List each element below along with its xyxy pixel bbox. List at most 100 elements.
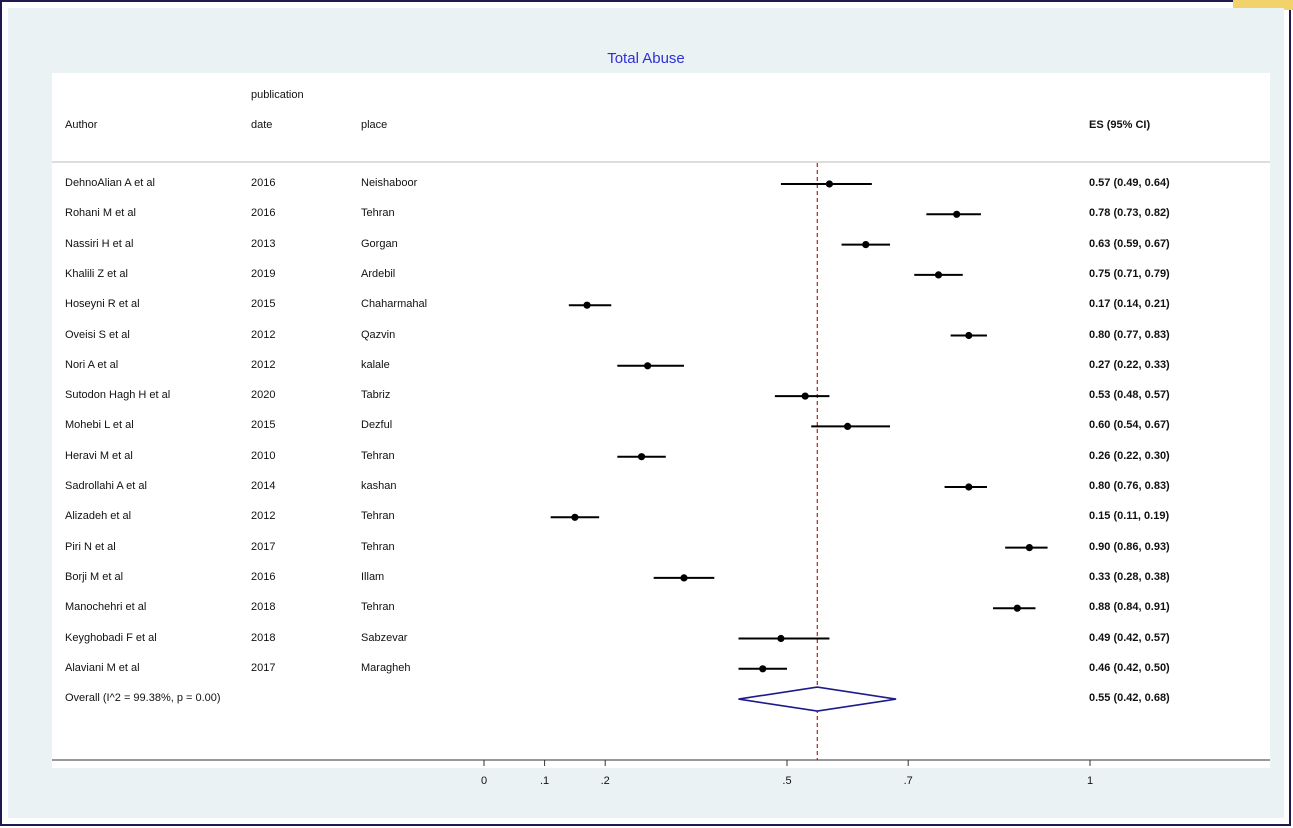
study-point xyxy=(953,210,961,218)
study-place: Tehran xyxy=(361,510,395,523)
x-tick-label: 0 xyxy=(480,775,488,787)
study-date: 2017 xyxy=(251,540,276,553)
study-place: Dezful xyxy=(361,419,393,432)
study-place: Neishaboor xyxy=(361,177,418,189)
study-es-label: 0.53 (0.48, 0.57) xyxy=(1089,389,1170,402)
study-author: Alaviani M et al xyxy=(65,661,140,674)
header-es: ES (95% CI) xyxy=(1089,119,1151,131)
study-es-label: 0.57 (0.49, 0.64) xyxy=(1089,177,1170,189)
study-es-label: 0.17 (0.14, 0.21) xyxy=(1089,298,1170,311)
header-date-line2: date xyxy=(251,119,273,131)
study-author: Keyghobadi F et al xyxy=(65,631,157,644)
study-author: Mohebi L et al xyxy=(65,419,134,432)
study-date: 2012 xyxy=(251,510,276,523)
study-author: Oveisi S et al xyxy=(65,328,130,341)
study-point xyxy=(680,574,688,582)
header-date-line1: publication xyxy=(251,89,304,101)
forest-plot-svg xyxy=(52,161,1270,766)
study-place: Tehran xyxy=(361,449,395,462)
overall-es-label: 0.55 (0.42, 0.68) xyxy=(1089,692,1170,705)
x-tick-label: .2 xyxy=(600,775,610,787)
study-place: Sabzevar xyxy=(361,631,408,644)
study-date: 2018 xyxy=(251,601,276,614)
study-date: 2012 xyxy=(251,328,276,341)
study-point xyxy=(1013,604,1021,612)
study-es-label: 0.80 (0.76, 0.83) xyxy=(1089,480,1170,492)
study-es-label: 0.63 (0.59, 0.67) xyxy=(1089,237,1170,250)
study-place: Tehran xyxy=(361,601,395,614)
study-point xyxy=(583,301,591,309)
study-es-label: 0.26 (0.22, 0.30) xyxy=(1089,449,1170,462)
study-author: Borji M et al xyxy=(65,570,124,583)
study-place: Tehran xyxy=(361,540,395,553)
study-date: 2016 xyxy=(251,570,276,583)
study-point xyxy=(571,513,579,521)
study-date: 2016 xyxy=(251,177,276,189)
study-place: Maragheh xyxy=(361,661,411,674)
study-author: Piri N et al xyxy=(65,540,116,553)
study-es-label: 0.15 (0.11, 0.19) xyxy=(1089,510,1170,523)
study-es-label: 0.80 (0.77, 0.83) xyxy=(1089,328,1170,341)
study-author: Heravi M et al xyxy=(65,449,133,462)
study-date: 2015 xyxy=(251,298,276,311)
study-point xyxy=(965,331,973,340)
study-author: Nassiri H et al xyxy=(65,237,134,250)
study-date: 2016 xyxy=(251,207,276,220)
study-point xyxy=(801,392,809,400)
study-point xyxy=(862,241,870,249)
x-tick-label: 1 xyxy=(1086,775,1094,787)
study-author: Khalili Z et al xyxy=(65,267,128,280)
study-place: Qazvin xyxy=(361,328,396,341)
study-date: 2013 xyxy=(251,237,276,250)
overall-diamond xyxy=(738,686,897,712)
x-tick-label: .5 xyxy=(782,775,792,787)
study-author: Manochehri et al xyxy=(65,601,147,614)
study-author: Sutodon Hagh H et al xyxy=(65,389,171,402)
study-date: 2018 xyxy=(251,631,276,644)
study-date: 2014 xyxy=(251,480,276,492)
study-es-label: 0.78 (0.73, 0.82) xyxy=(1089,207,1170,220)
study-date: 2010 xyxy=(251,449,276,462)
study-place: Tabriz xyxy=(361,389,391,402)
study-point xyxy=(1025,544,1033,552)
study-place: Illam xyxy=(361,570,385,583)
plot-area xyxy=(52,73,1270,768)
study-date: 2019 xyxy=(251,267,276,280)
x-tick-label: .1 xyxy=(540,775,550,787)
study-place: kashan xyxy=(361,480,397,492)
study-point xyxy=(759,665,767,673)
study-place: kalale xyxy=(361,358,390,371)
study-point xyxy=(934,271,943,279)
study-point xyxy=(965,483,973,491)
study-es-label: 0.49 (0.42, 0.57) xyxy=(1089,631,1170,644)
header-author: Author xyxy=(65,119,98,131)
header-place: place xyxy=(361,119,388,131)
study-author: Nori A et al xyxy=(65,358,119,371)
study-date: 2020 xyxy=(251,389,276,402)
study-point xyxy=(637,453,646,461)
chart-title: Total Abuse xyxy=(607,50,685,67)
chart-panel: Total Abuse Author publication date plac… xyxy=(8,8,1284,818)
study-es-label: 0.88 (0.84, 0.91) xyxy=(1089,601,1170,614)
study-point xyxy=(777,634,785,643)
corner-tab xyxy=(1233,0,1293,10)
study-date: 2012 xyxy=(251,358,276,371)
study-es-label: 0.90 (0.86, 0.93) xyxy=(1089,540,1170,553)
study-point xyxy=(644,362,652,370)
overall-label: Overall (I^2 = 99.38%, p = 0.00) xyxy=(65,692,221,705)
study-author: Rohani M et al xyxy=(65,207,136,220)
study-es-label: 0.46 (0.42, 0.50) xyxy=(1089,661,1170,674)
study-author: DehnoAlian A et al xyxy=(65,177,155,189)
study-author: Hoseyni R et al xyxy=(65,298,140,311)
study-place: Gorgan xyxy=(361,237,398,250)
study-date: 2017 xyxy=(251,661,276,674)
study-es-label: 0.60 (0.54, 0.67) xyxy=(1089,419,1170,432)
study-es-label: 0.27 (0.22, 0.33) xyxy=(1089,358,1170,371)
study-point xyxy=(825,180,834,188)
study-place: Tehran xyxy=(361,207,395,220)
x-tick-label: .7 xyxy=(903,775,913,787)
study-point xyxy=(844,422,852,430)
study-place: Chaharmahal xyxy=(361,298,428,311)
study-es-label: 0.33 (0.28, 0.38) xyxy=(1089,570,1170,583)
study-author: Alizadeh et al xyxy=(65,510,132,523)
